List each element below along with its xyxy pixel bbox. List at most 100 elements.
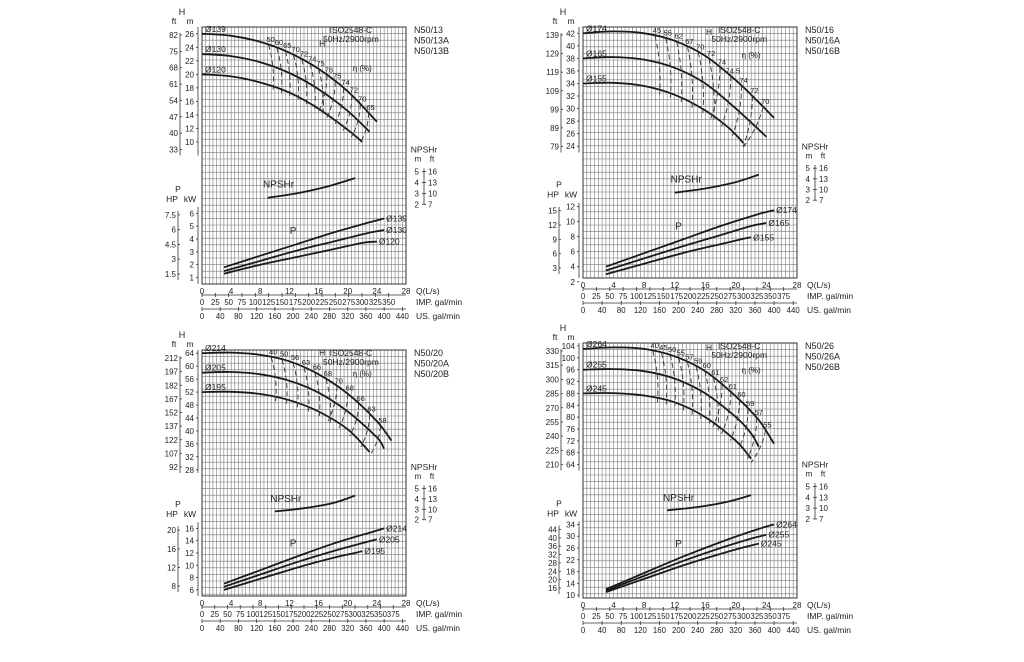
- flow-tick-label: 12: [285, 599, 294, 608]
- efficiency-value: 60: [275, 38, 283, 47]
- power-tick-kw-label: 18: [566, 568, 575, 577]
- us-tick-label: 0: [581, 306, 586, 315]
- head-tick-ft-label: 109: [546, 87, 560, 96]
- head-tick-m-label: 24: [185, 43, 194, 52]
- flow-tick-label: 8: [642, 601, 647, 610]
- head-tick-ft-label: 107: [165, 449, 179, 458]
- npshr-tick-m-label: 5: [415, 484, 420, 493]
- npshr-tick-ft-label: 10: [428, 505, 437, 514]
- power-unit-kw: kW: [184, 194, 196, 204]
- flow-tick-label: 28: [793, 601, 802, 610]
- head-tick-ft-label: 240: [546, 432, 560, 441]
- imp-tick-label: 75: [619, 292, 628, 301]
- head-curve-label: Ø214: [205, 343, 226, 353]
- us-tick-label: 40: [216, 624, 225, 633]
- efficiency-line: [325, 378, 332, 423]
- npshr-axis-title: NPSHr: [411, 145, 438, 155]
- power-curve-1: [605, 209, 775, 268]
- imp-tick-label: 225: [310, 610, 324, 619]
- us-tick-label: 400: [768, 306, 782, 315]
- flow-axis-label: Q(L/s): [416, 286, 440, 296]
- power-unit-hp: HP: [166, 194, 178, 204]
- power-axis-title: P: [175, 499, 181, 509]
- us-tick-label: 40: [598, 626, 607, 635]
- head-tick-ft-label: 210: [546, 461, 560, 470]
- us-tick-label: 160: [268, 624, 282, 633]
- efficiency-value: 65: [366, 103, 374, 112]
- head-tick-m-label: 18: [185, 84, 194, 93]
- plot-frame: [582, 342, 798, 599]
- head-tick-ft-label: 99: [550, 105, 559, 114]
- imp-axis-label: IMP. gal/min: [807, 611, 853, 621]
- power-curve-title: P: [675, 539, 682, 550]
- imp-tick-label: 25: [592, 612, 601, 621]
- efficiency-line: [704, 370, 711, 425]
- npshr-tick-m-label: 2: [806, 196, 811, 205]
- imp-tick-label: 300: [737, 292, 751, 301]
- efficiency-line: [270, 357, 277, 402]
- model-label: N50/26B: [805, 362, 840, 372]
- npshr-tick-ft-label: 16: [428, 168, 437, 177]
- us-tick-label: 400: [768, 626, 782, 635]
- imp-tick-label: 225: [697, 612, 711, 621]
- head-tick-m-label: 80: [566, 413, 575, 422]
- npshr-tick-ft-label: 13: [428, 178, 437, 187]
- us-axis-label: US. gal/min: [416, 311, 460, 321]
- speed-label: 50Hz/2900rpm: [711, 350, 767, 360]
- us-tick-label: 320: [729, 306, 743, 315]
- flow-tick-label: 8: [258, 599, 263, 608]
- efficiency-value: 66: [313, 363, 321, 372]
- standard-label: ISO2548-C: [330, 348, 373, 358]
- npshr-tick-m-label: 2: [415, 200, 420, 209]
- imp-tick-label: 50: [223, 610, 232, 619]
- imp-axis-label: IMP. gal/min: [807, 291, 853, 301]
- power-tick-hp-label: 20: [167, 526, 176, 535]
- power-tick-kw-label: 5: [190, 222, 195, 231]
- flow-axis-label: Q(L/s): [416, 598, 440, 608]
- efficiency-value: 74.5: [725, 66, 740, 75]
- head-tick-m-label: 84: [566, 401, 575, 410]
- efficiency-value: 72: [750, 86, 758, 95]
- speed-label: 50Hz/2900rpm: [323, 34, 379, 44]
- head-tick-ft-label: 40: [169, 129, 178, 138]
- power-curve-label: Ø255: [768, 530, 789, 540]
- head-tick-ft-label: 212: [165, 354, 179, 363]
- efficiency-line: [721, 76, 732, 127]
- us-tick-label: 40: [216, 312, 225, 321]
- imp-tick-label: 350: [764, 292, 778, 301]
- power-tick-hp-label: 3: [553, 264, 558, 273]
- power-tick-hp-label: 6: [553, 250, 558, 259]
- efficiency-value: 50: [280, 350, 288, 359]
- flow-tick-label: 24: [762, 601, 771, 610]
- efficiency-label: η (%): [353, 64, 372, 73]
- npshr-unit-ft: ft: [430, 155, 435, 164]
- power-tick-kw-label: 1: [190, 274, 195, 283]
- head-tick-m-label: 32: [185, 453, 194, 462]
- imp-tick-label: 175: [285, 610, 299, 619]
- head-curve-1: [582, 346, 775, 445]
- efficiency-value: 61: [711, 368, 719, 377]
- power-tick-hp-label: 8: [172, 582, 177, 591]
- npshr-tick-ft-label: 7: [819, 515, 824, 524]
- imp-tick-label: 75: [236, 610, 245, 619]
- head-tick-m-label: 28: [185, 466, 194, 475]
- npshr-unit-m: m: [415, 155, 422, 164]
- efficiency-line: [293, 54, 299, 102]
- efficiency-line: [695, 366, 702, 419]
- efficiency-line: [712, 384, 723, 428]
- us-tick-label: 200: [287, 624, 301, 633]
- head-tick-m-label: 88: [566, 389, 575, 398]
- flow-tick-label: 0: [581, 601, 586, 610]
- head-curve-3: [582, 81, 745, 144]
- head-axis-title: H: [560, 323, 567, 333]
- flow-tick-label: 12: [670, 601, 679, 610]
- imp-tick-label: 175: [670, 292, 684, 301]
- imp-tick-label: 150: [272, 610, 286, 619]
- standard-label: ISO2548-C: [718, 25, 761, 35]
- grid: [582, 342, 798, 598]
- npshr-curve-label: NPSHr: [671, 174, 703, 185]
- imp-tick-label: 50: [605, 292, 614, 301]
- imp-tick-label: 0: [581, 292, 586, 301]
